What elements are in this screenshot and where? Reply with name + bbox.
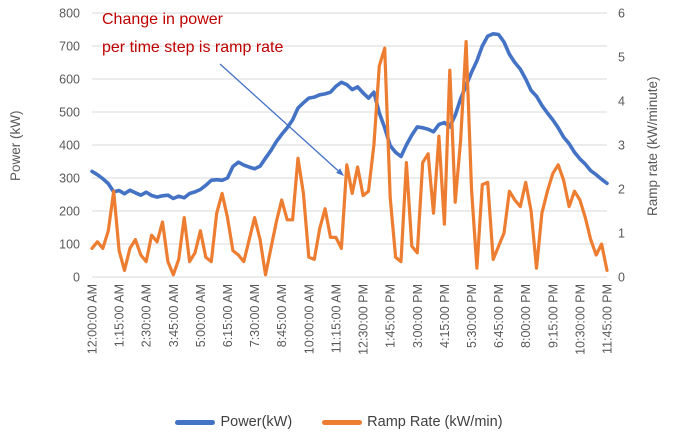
ramp-line-swatch <box>322 419 363 425</box>
ramp-rate-line-series <box>90 39 609 277</box>
legend-item-ramp: Ramp Rate (kW/min) <box>322 414 503 430</box>
legend-label-power: Power(kW) <box>220 414 293 430</box>
x-tick-label: 5:00:00 AM <box>194 284 208 347</box>
y-left-tick-label: 800 <box>59 7 80 21</box>
legend-label-ramp: Ramp Rate (kW/min) <box>367 414 503 430</box>
y-right-tick-label: 4 <box>618 95 625 109</box>
y-right-tick-label: 3 <box>618 139 625 153</box>
legend: Power(kW) Ramp Rate (kW/min) <box>0 414 678 430</box>
y-left-tick-label: 100 <box>59 238 80 252</box>
left-axis-title: Power (kW) <box>8 110 23 182</box>
x-tick-label: 1:45:00 PM <box>384 284 398 348</box>
x-tick-label: 3:45:00 AM <box>167 284 181 347</box>
x-tick-label: 8:45:00 AM <box>275 284 289 347</box>
x-tick-label: 11:15:00 AM <box>329 284 343 353</box>
x-tick-label: 7:30:00 AM <box>248 284 262 347</box>
right-axis-title: Ramp rate (kW/minute) <box>645 76 660 216</box>
x-tick-label: 8:00:00 PM <box>519 284 533 348</box>
legend-item-power: Power(kW) <box>175 414 292 430</box>
axis-tick-labels: 0 100 200 300 400 500 600 700 800 0 1 2 3 4 5 6 12:00:00… <box>59 7 625 355</box>
x-tick-label: 10:30:00 PM <box>573 284 587 355</box>
x-tick-label: 4:15:00 PM <box>438 284 452 348</box>
y-right-tick-label: 5 <box>618 51 625 65</box>
x-tick-label: 11:45:00 PM <box>601 284 615 354</box>
x-tick-label: 9:15:00 PM <box>546 284 560 348</box>
x-tick-label: 6:15:00 AM <box>221 284 235 347</box>
annotation-callout: Change in power per time step is ramp ra… <box>102 6 283 62</box>
x-tick-label: 3:00:00 PM <box>411 284 425 348</box>
power-line-series <box>90 31 609 201</box>
y-left-tick-label: 700 <box>59 40 80 54</box>
x-tick-label: 12:00:00 AM <box>86 284 100 354</box>
y-left-tick-label: 600 <box>59 73 80 87</box>
x-tick-label: 12:30:00 PM <box>357 284 371 355</box>
x-tick-label: 5:30:00 PM <box>465 284 479 348</box>
y-right-tick-label: 1 <box>618 227 625 241</box>
power-line-swatch <box>175 419 216 425</box>
x-tick-label: 6:45:00 PM <box>492 284 506 348</box>
y-right-tick-label: 0 <box>618 271 625 285</box>
y-left-tick-label: 200 <box>59 205 80 219</box>
y-left-tick-label: 0 <box>73 271 80 285</box>
x-tick-label: 1:15:00 AM <box>113 284 127 347</box>
annotation-arrow <box>219 63 344 176</box>
y-right-tick-label: 6 <box>618 7 625 21</box>
y-left-tick-label: 500 <box>59 106 80 120</box>
annotation-line1: Change in power <box>102 11 223 28</box>
y-left-tick-label: 300 <box>59 172 80 186</box>
y-right-tick-label: 2 <box>618 183 625 197</box>
x-tick-label: 2:30:00 AM <box>140 284 154 347</box>
x-tick-label: 10:00:00 AM <box>302 284 316 354</box>
y-left-tick-label: 400 <box>59 139 80 153</box>
gridlines <box>92 12 607 278</box>
annotation-line2: per time step is ramp rate <box>102 39 284 56</box>
